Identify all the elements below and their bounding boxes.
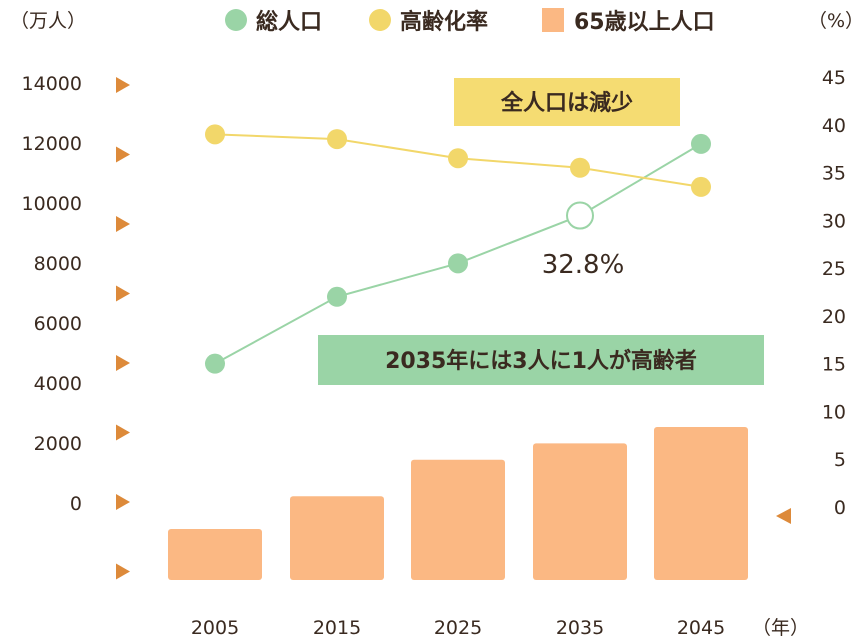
legend-item-total-population: 総人口 [225, 9, 322, 35]
tick-marker-left [116, 494, 130, 510]
y-left-tick-label: 14000 [22, 73, 82, 95]
x-tick-label: 2015 [313, 617, 361, 639]
y-right-tick-label: 5 [834, 449, 846, 471]
y-right-tick-label: 30 [822, 210, 846, 232]
x-tick-label: 2005 [191, 617, 239, 639]
legend: 総人口 高齢化率 65歳以上人口 [225, 8, 715, 35]
point-aging-rate [570, 157, 590, 178]
y-right-ticks: 45 40 35 30 25 20 15 10 5 0 [776, 67, 846, 524]
highlight-point [566, 201, 594, 230]
x-tick-label: 2035 [556, 617, 604, 639]
y-left-tick-label: 8000 [34, 253, 82, 275]
point-total-population [327, 286, 347, 307]
legend-swatch-elderly-population [542, 8, 564, 32]
point-total-population [448, 253, 468, 274]
y-left-tick-label: 2000 [34, 433, 82, 455]
x-unit: （年） [752, 617, 809, 639]
y-left-unit: （万人） [10, 10, 86, 32]
line-series [205, 124, 711, 374]
y-left-tick-label: 4000 [34, 373, 82, 395]
legend-swatch-aging-rate [369, 9, 391, 31]
annotation-elderly-ratio-text: 2035年には3人に1人が高齢者 [385, 348, 697, 374]
tick-marker-left [116, 355, 130, 371]
legend-swatch-total-population [225, 9, 247, 31]
y-right-tick-label: 45 [822, 67, 846, 89]
x-tick-label: 2045 [677, 617, 725, 639]
legend-label-total-population: 総人口 [256, 9, 322, 35]
point-total-population [205, 353, 225, 374]
y-left-tick-label: 0 [70, 493, 82, 515]
y-left-ticks: 14000 12000 10000 8000 6000 4000 2000 0 [22, 73, 130, 580]
y-left-tick-label: 10000 [22, 193, 82, 215]
annotation-population-decline-text: 全人口は減少 [500, 90, 633, 116]
y-right-tick-label: 40 [822, 115, 846, 137]
y-right-tick-label: 20 [822, 306, 846, 328]
bar-elderly-population [654, 427, 748, 580]
tick-marker-left [116, 146, 130, 163]
bar-series-elderly-population [168, 427, 748, 580]
tick-marker-left [116, 563, 130, 580]
y-right-tick-label: 10 [822, 401, 846, 423]
tick-marker-left [116, 216, 130, 232]
point-aging-rate [327, 129, 347, 150]
legend-label-aging-rate: 高齢化率 [400, 9, 488, 35]
point-total-population [691, 133, 711, 154]
legend-item-aging-rate: 高齢化率 [369, 9, 488, 35]
bar-elderly-population [533, 443, 627, 580]
annotation-elderly-ratio: 2035年には3人に1人が高齢者 [318, 335, 764, 385]
bar-elderly-population [411, 459, 505, 580]
y-left-tick-label: 6000 [34, 313, 82, 335]
y-left-tick-label: 12000 [22, 133, 82, 155]
bar-elderly-population [290, 496, 384, 580]
legend-label-elderly-population: 65歳以上人口 [574, 10, 715, 35]
y-right-tick-label: 15 [822, 354, 846, 376]
point-aging-rate [691, 176, 711, 197]
tick-marker-right [776, 508, 791, 524]
annotation-population-decline-box [454, 78, 680, 126]
point-aging-rate [448, 148, 468, 169]
y-right-tick-label: 0 [834, 497, 846, 519]
tick-marker-left [116, 424, 130, 441]
x-ticks: 2005 2015 2025 2035 2045 [191, 617, 725, 639]
y-right-unit: （%） [808, 10, 864, 32]
bar-elderly-population [168, 529, 262, 580]
y-right-tick-label: 35 [822, 163, 846, 185]
tick-marker-left [116, 77, 130, 93]
highlight-label: 32.8% [542, 250, 625, 280]
x-tick-label: 2025 [434, 617, 482, 639]
legend-item-elderly-population: 65歳以上人口 [542, 8, 715, 35]
annotation-elderly-ratio-box [318, 335, 764, 385]
point-aging-rate [205, 124, 225, 145]
annotation-population-decline: 全人口は減少 [454, 78, 680, 126]
y-right-tick-label: 25 [822, 258, 846, 280]
tick-marker-left [116, 285, 130, 302]
